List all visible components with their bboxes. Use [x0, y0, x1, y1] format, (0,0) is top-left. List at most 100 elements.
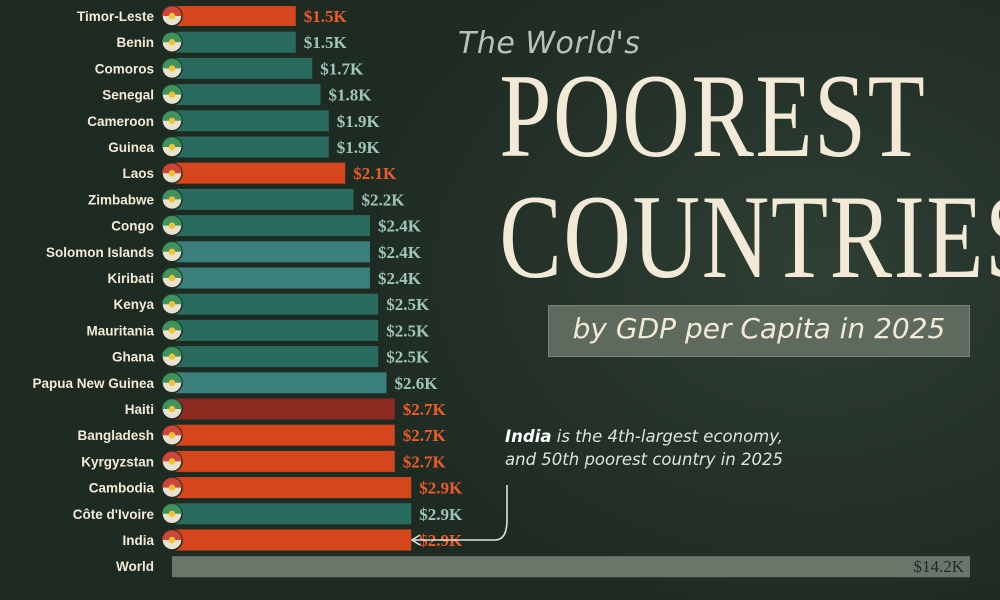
bar-row-bangladesh: Bangladesh $2.7K: [77, 424, 447, 446]
cameroon-flag-icon: [161, 110, 183, 132]
bar: [172, 346, 379, 368]
background-glow: [380, 0, 1000, 600]
bar-row-laos: Laos $2.1K: [122, 162, 397, 184]
bar-row-mauritania: Mauritania $2.5K: [86, 319, 430, 342]
value-label: $2.2K: [362, 190, 406, 209]
value-label: $2.6K: [395, 374, 439, 393]
bar: [172, 215, 370, 237]
value-label: $2.4K: [378, 243, 422, 262]
bar: [172, 188, 354, 210]
value-label: $2.5K: [386, 348, 430, 367]
value-label: $1.8K: [329, 86, 373, 105]
bar: [172, 136, 329, 158]
bar: [172, 31, 296, 53]
bar: [172, 398, 395, 420]
bar-row-kiribati: Kiribati $2.4K: [107, 267, 422, 289]
bar: [172, 450, 395, 472]
bar-row-comoros: Comoros $1.7K: [95, 57, 364, 80]
laos-flag-icon: [161, 162, 183, 184]
solomon-islands-flag-icon: [161, 241, 183, 263]
bangladesh-flag-icon: [161, 424, 183, 446]
category-label: Comoros: [95, 61, 154, 76]
zimbabwe-flag-icon: [161, 188, 183, 211]
title-line-2: COUNTRIES: [499, 170, 1000, 303]
bar: [172, 372, 387, 394]
category-label: Kenya: [113, 297, 154, 312]
category-label: India: [122, 533, 154, 548]
ghana-flag-icon: [161, 345, 183, 368]
category-label: Zimbabwe: [88, 192, 155, 207]
bar-row-kyrgyzstan: Kyrgyzstan $2.7K: [81, 450, 447, 473]
c-te-d-ivoire-flag-icon: [161, 503, 183, 525]
subtitle: by GDP per Capita in 2025: [572, 312, 946, 345]
annotation-line-1: is the 4th-largest economy,: [551, 427, 783, 446]
category-label: Senegal: [102, 88, 154, 103]
bar-row-solomon-islands: Solomon Islands $2.4K: [46, 241, 422, 263]
annotation-arrow-icon: [410, 485, 508, 546]
category-label: World: [116, 559, 154, 574]
bar-row-timor-leste: Timor-Leste $1.5K: [77, 5, 348, 27]
value-label: $2.7K: [403, 426, 447, 445]
bar-row-c-te-d-ivoire: Côte d'Ivoire $2.9K: [73, 503, 463, 525]
kiribati-flag-icon: [161, 267, 183, 289]
guinea-flag-icon: [161, 136, 183, 158]
category-label: Ghana: [112, 350, 155, 365]
annotation-highlight: India: [505, 427, 552, 446]
kyrgyzstan-flag-icon: [161, 450, 183, 473]
value-label: $2.7K: [403, 400, 447, 419]
value-label: $14.2K: [913, 557, 964, 576]
bar-row-benin: Benin $1.5K: [116, 31, 348, 53]
haiti-flag-icon: [161, 398, 183, 420]
bar: [172, 110, 329, 132]
value-label: $2.9K: [419, 479, 463, 498]
bar-row-world: World $14.2K: [116, 556, 970, 578]
bar-row-india: India $2.9K: [122, 529, 463, 551]
category-label: Côte d'Ivoire: [73, 507, 155, 522]
bar: [172, 57, 313, 79]
bar-row-haiti: Haiti $2.7K: [125, 398, 447, 420]
value-label: $1.5K: [304, 33, 348, 52]
bar-row-zimbabwe: Zimbabwe $2.2K: [88, 188, 406, 211]
bar: [172, 529, 412, 551]
bar-row-kenya: Kenya $2.5K: [113, 293, 430, 315]
cambodia-flag-icon: [161, 476, 183, 499]
category-label: Guinea: [108, 140, 154, 155]
value-label: $2.4K: [378, 269, 422, 288]
category-label: Solomon Islands: [46, 245, 154, 260]
bar: [172, 293, 379, 315]
bar-row-cameroon: Cameroon $1.9K: [87, 110, 381, 132]
senegal-flag-icon: [161, 83, 183, 106]
title-line-1: POOREST: [499, 49, 927, 182]
category-label: Kyrgyzstan: [81, 454, 154, 469]
india-flag-icon: [161, 529, 183, 551]
category-label: Haiti: [125, 402, 154, 417]
value-label: $1.7K: [320, 59, 364, 78]
bar: [172, 477, 412, 499]
value-label: $1.9K: [337, 112, 381, 131]
bar-row-congo: Congo $2.4K: [111, 214, 422, 237]
bar-row-cambodia: Cambodia $2.9K: [89, 476, 463, 499]
category-label: Timor-Leste: [77, 9, 155, 24]
category-label: Bangladesh: [77, 428, 154, 443]
category-label: Congo: [111, 219, 154, 234]
bar: [172, 556, 970, 578]
mauritania-flag-icon: [161, 319, 183, 342]
category-label: Cambodia: [89, 481, 155, 496]
bar-row-guinea: Guinea $1.9K: [108, 136, 381, 158]
bar: [172, 241, 370, 263]
bar: [172, 424, 395, 446]
bar: [172, 319, 379, 341]
category-label: Laos: [122, 166, 154, 181]
bar: [172, 162, 346, 184]
bar: [172, 503, 412, 525]
timor-leste-flag-icon: [161, 5, 183, 27]
kenya-flag-icon: [161, 293, 183, 315]
congo-flag-icon: [161, 214, 183, 237]
category-label: Cameroon: [87, 114, 154, 129]
bar: [172, 6, 296, 26]
value-label: $1.9K: [337, 138, 381, 157]
bar: [172, 267, 370, 289]
bar-row-papua-new-guinea: Papua New Guinea $2.6K: [32, 372, 439, 394]
category-label: Papua New Guinea: [32, 376, 154, 391]
